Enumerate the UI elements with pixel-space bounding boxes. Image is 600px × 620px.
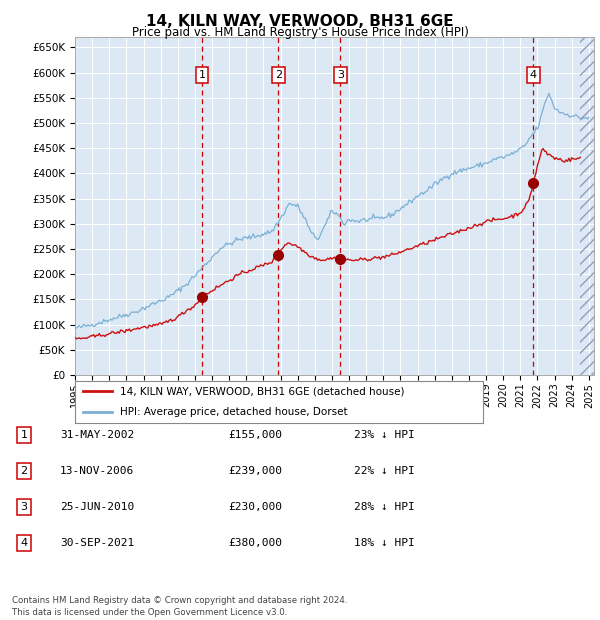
Text: Contains HM Land Registry data © Crown copyright and database right 2024.
This d: Contains HM Land Registry data © Crown c… [12,596,347,617]
Text: 1: 1 [20,430,28,440]
Text: £239,000: £239,000 [228,466,282,476]
Text: 13-NOV-2006: 13-NOV-2006 [60,466,134,476]
Text: £380,000: £380,000 [228,538,282,548]
Text: 1: 1 [199,70,206,80]
Text: HPI: Average price, detached house, Dorset: HPI: Average price, detached house, Dors… [120,407,347,417]
Text: 25-JUN-2010: 25-JUN-2010 [60,502,134,512]
Text: 14, KILN WAY, VERWOOD, BH31 6GE (detached house): 14, KILN WAY, VERWOOD, BH31 6GE (detache… [120,386,404,396]
Text: 30-SEP-2021: 30-SEP-2021 [60,538,134,548]
Text: £155,000: £155,000 [228,430,282,440]
Text: 2: 2 [275,70,282,80]
Bar [580,32,600,375]
Text: 3: 3 [20,502,28,512]
Text: 31-MAY-2002: 31-MAY-2002 [60,430,134,440]
Text: 28% ↓ HPI: 28% ↓ HPI [354,502,415,512]
Text: £230,000: £230,000 [228,502,282,512]
Text: 3: 3 [337,70,344,80]
Text: 2: 2 [20,466,28,476]
Text: 22% ↓ HPI: 22% ↓ HPI [354,466,415,476]
Text: Price paid vs. HM Land Registry's House Price Index (HPI): Price paid vs. HM Land Registry's House … [131,26,469,39]
Text: 18% ↓ HPI: 18% ↓ HPI [354,538,415,548]
Text: 14, KILN WAY, VERWOOD, BH31 6GE: 14, KILN WAY, VERWOOD, BH31 6GE [146,14,454,29]
Text: 4: 4 [530,70,537,80]
Text: 4: 4 [20,538,28,548]
Text: 23% ↓ HPI: 23% ↓ HPI [354,430,415,440]
